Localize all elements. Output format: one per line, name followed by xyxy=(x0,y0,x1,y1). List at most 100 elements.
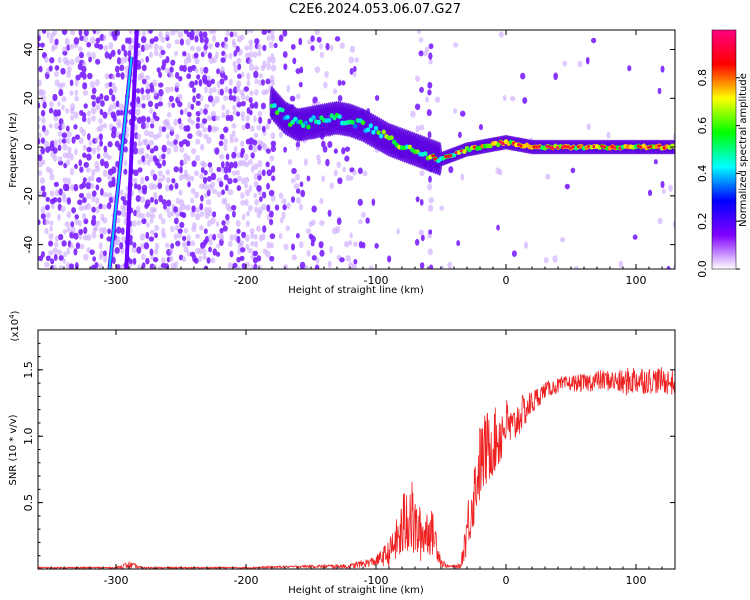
spectrogram-noise-speck xyxy=(153,248,159,255)
spectrogram-noise-speck xyxy=(240,200,245,206)
spectrogram-noise-speck xyxy=(261,233,266,241)
spectrogram-noise-speck xyxy=(204,235,210,244)
spectrogram-noise-speck xyxy=(141,78,147,85)
spectrogram-noise-speck xyxy=(265,122,270,130)
spectrogram-noise-speck xyxy=(66,65,72,73)
spectrogram-noise-speck xyxy=(157,101,164,107)
spectrogram-noise-speck xyxy=(249,228,255,235)
spectrogram-noise-speck xyxy=(75,242,81,250)
spectrogram-noise-speck xyxy=(153,145,159,152)
spectrogram-noise-speck xyxy=(185,204,191,211)
spectrogram-noise-speck xyxy=(198,255,203,262)
spectrogram-noise-speck xyxy=(136,264,143,269)
spectrogram-noise-speck xyxy=(70,221,75,228)
spectrogram-noise-speck xyxy=(187,181,191,188)
spectrogram-noise-speck xyxy=(258,116,263,124)
spectrogram-noise-speck xyxy=(191,222,197,228)
spectrogram-noise-speck xyxy=(141,184,148,192)
spectrogram-noise-speck xyxy=(229,234,234,241)
spectrogram-noise-speck xyxy=(98,133,104,141)
spectrogram-noise-speck xyxy=(120,227,125,235)
spectrogram-noise-speck xyxy=(144,74,150,81)
spectrogram-noise-speck xyxy=(236,235,241,244)
spectrogram-noise-speck xyxy=(62,143,68,151)
spectrogram-noise-speck xyxy=(94,160,100,169)
spectrogram-noise-speck xyxy=(69,58,75,66)
spectrogram-noise-speck xyxy=(114,140,120,148)
spectrogram-noise-speck xyxy=(574,265,579,269)
spectrogram-noise-speck xyxy=(152,256,159,263)
spectrogram-noise-speck xyxy=(91,52,96,60)
spectrogram-noise-speck xyxy=(228,161,234,169)
spectrogram-noise-speck xyxy=(128,258,133,265)
spectrogram-noise-speck xyxy=(314,264,320,269)
spectrogram-noise-speck xyxy=(396,228,400,235)
spectrogram-noise-speck xyxy=(132,147,139,155)
spectrogram-noise-speck xyxy=(415,196,420,203)
spectrogram-noise-speck xyxy=(81,181,86,189)
spectrogram-noise-speck xyxy=(69,90,74,96)
spectrogram-noise-speck xyxy=(223,95,229,101)
spectrogram-noise-speck xyxy=(201,162,208,168)
spectrogram-noise-speck xyxy=(98,118,103,124)
spectrogram-noise-speck xyxy=(152,155,158,162)
spectrogram-noise-speck xyxy=(223,42,228,50)
spectrogram-noise-speck xyxy=(427,131,432,139)
spectrogram-noise-speck xyxy=(158,71,163,78)
spectrogram-noise-speck xyxy=(48,65,53,72)
spectrogram-noise-speck xyxy=(154,232,158,239)
spectrogram-noise-speck xyxy=(87,72,93,80)
spectrogram-noise-speck xyxy=(240,147,245,155)
spectrogram-noise-speck xyxy=(195,100,201,106)
spectrogram-noise-speck xyxy=(102,111,108,119)
colorbar-tick-label: 0.6 xyxy=(696,117,709,135)
x-tick-label: -200 xyxy=(234,274,259,287)
spectrogram-noise-speck xyxy=(108,88,113,96)
spectrogram-noise-speck xyxy=(291,167,297,174)
spectrogram-noise-speck xyxy=(82,144,87,151)
spectrogram-noise-speck xyxy=(95,184,100,191)
spectrogram-noise-speck xyxy=(660,180,665,189)
spectrogram-noise-speck xyxy=(91,100,96,108)
spectrogram-noise-speck xyxy=(164,242,170,248)
spectrogram-noise-speck xyxy=(40,109,46,117)
spectrogram-noise-speck xyxy=(225,153,230,160)
spectrogram-noise-speck xyxy=(236,228,241,235)
spectrogram-marks xyxy=(38,30,675,269)
spectrogram-noise-speck xyxy=(99,93,104,100)
spectrogram-noise-speck xyxy=(199,95,204,102)
spectrogram-noise-speck xyxy=(81,65,87,73)
x-tick-label: 100 xyxy=(626,274,647,287)
spectrogram-noise-speck xyxy=(502,95,507,102)
spectrogram-noise-speck xyxy=(511,250,517,257)
spectrogram-noise-speck xyxy=(266,182,271,190)
snr-panel: -300 -200 -100 0 100 0.5 1.0 1.5 Height of str… xyxy=(8,310,676,596)
spectrogram-noise-speck xyxy=(99,233,104,239)
spectrogram-noise-speck xyxy=(244,198,249,207)
spectrogram-noise-speck xyxy=(122,199,129,206)
spectrogram-noise-speck xyxy=(96,177,102,183)
spectrogram-noise-speck xyxy=(434,96,441,103)
spectrogram-noise-speck xyxy=(424,46,430,53)
spectrogram-noise-speck xyxy=(254,101,259,109)
spectrogram-noise-speck xyxy=(354,57,360,63)
spectrogram-noise-speck xyxy=(38,30,41,37)
spectrogram-noise-speck xyxy=(78,137,84,145)
spectrogram-band-cell xyxy=(462,149,467,154)
spectrogram-noise-speck xyxy=(250,232,255,240)
spectrogram-noise-speck xyxy=(199,173,205,180)
spectrogram-noise-speck xyxy=(148,236,155,242)
spectrogram-noise-speck xyxy=(208,166,214,174)
spectrogram-noise-speck xyxy=(448,166,454,174)
spectrogram-noise-speck xyxy=(278,192,284,199)
spectrogram-noise-speck xyxy=(121,44,126,52)
spectrogram-noise-speck xyxy=(235,169,241,176)
spectrogram-noise-speck xyxy=(58,88,64,97)
spectrogram-noise-speck xyxy=(149,38,155,44)
spectrogram-noise-speck xyxy=(358,219,363,225)
spectrogram-noise-speck xyxy=(87,117,91,125)
spectrogram-noise-speck xyxy=(140,122,147,130)
spectrogram-noise-speck xyxy=(343,241,350,248)
spectrogram-noise-speck xyxy=(273,42,278,49)
